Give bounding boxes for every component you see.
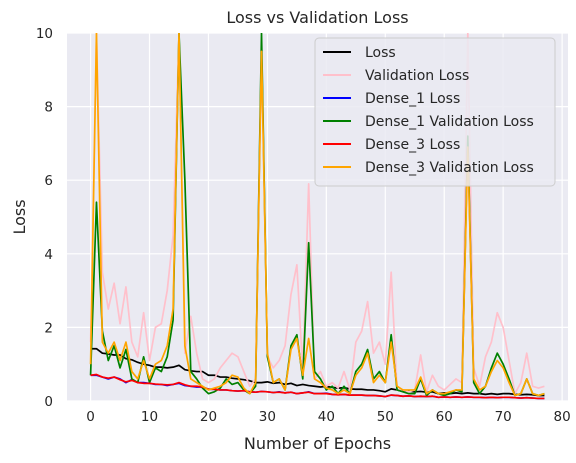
y-tick-label: 10 [36, 26, 53, 42]
x-tick-label: 30 [259, 409, 276, 425]
tick-labels: 0 10 20 30 40 50 60 70 80 0 2 4 6 8 10 [36, 26, 571, 425]
y-axis-label: Loss [10, 199, 29, 234]
y-tick-label: 8 [44, 100, 53, 116]
legend-box [314, 37, 556, 187]
series-line-dense-3-loss [90, 373, 545, 400]
x-axis-label: Number of Epochs [244, 434, 391, 453]
x-tick-label: 20 [200, 409, 217, 425]
x-tick-label: 0 [86, 409, 95, 425]
chart-title: Loss vs Validation Loss [226, 8, 408, 27]
legend-entry: Dense_1 Loss [365, 91, 460, 107]
x-tick-label: 40 [318, 409, 335, 425]
y-tick-label: 6 [44, 173, 53, 189]
legend: Loss Validation Loss Dense_1 Loss Dense_1 V… [314, 37, 556, 187]
x-tick-label: 50 [377, 409, 394, 425]
legend-entry: Dense_3 Validation Loss [365, 160, 534, 176]
legend-entry: Loss [365, 45, 396, 61]
y-tick-label: 4 [44, 247, 53, 263]
series-line-loss [90, 347, 545, 397]
y-tick-label: 2 [44, 320, 53, 336]
x-tick-label: 70 [495, 409, 512, 425]
x-tick-label: 60 [436, 409, 453, 425]
legend-entry: Dense_1 Validation Loss [365, 114, 534, 130]
x-tick-label: 10 [141, 409, 158, 425]
y-tick-label: 0 [44, 394, 53, 410]
legend-entry: Dense_3 Loss [365, 137, 460, 153]
x-tick-label: 80 [554, 409, 571, 425]
legend-entry: Validation Loss [365, 68, 469, 84]
